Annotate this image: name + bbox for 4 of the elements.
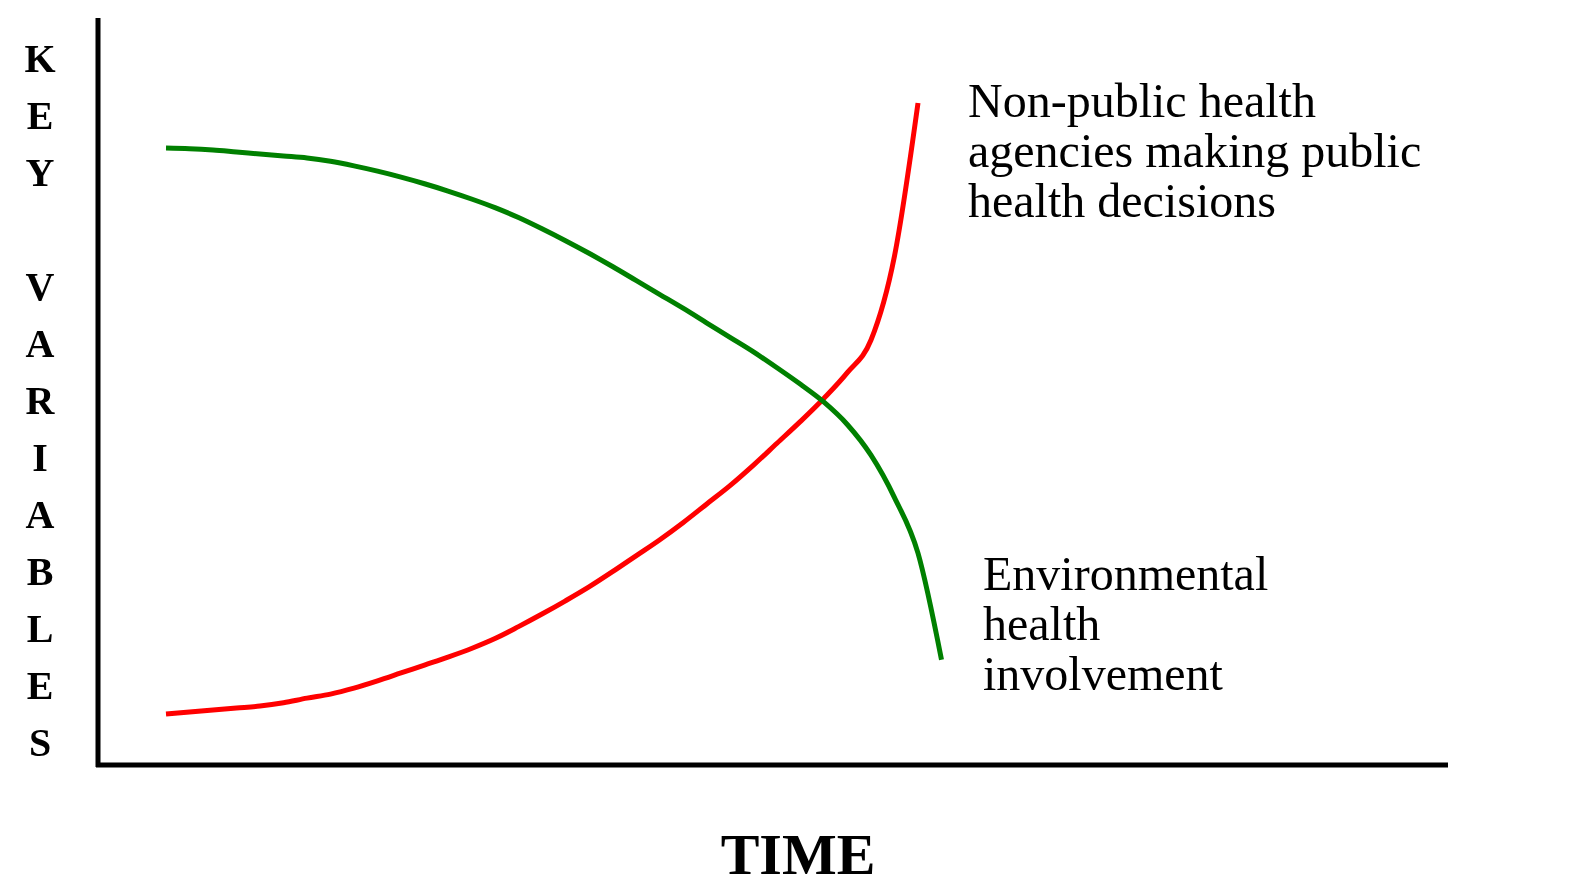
series-label: Non-public health agencies making public health decisions <box>968 74 1422 228</box>
text: KEY VARIABLES <box>24 36 56 765</box>
x-axis-title: TIME <box>720 822 876 884</box>
series-label: Environmental health involvement <box>983 547 1269 701</box>
